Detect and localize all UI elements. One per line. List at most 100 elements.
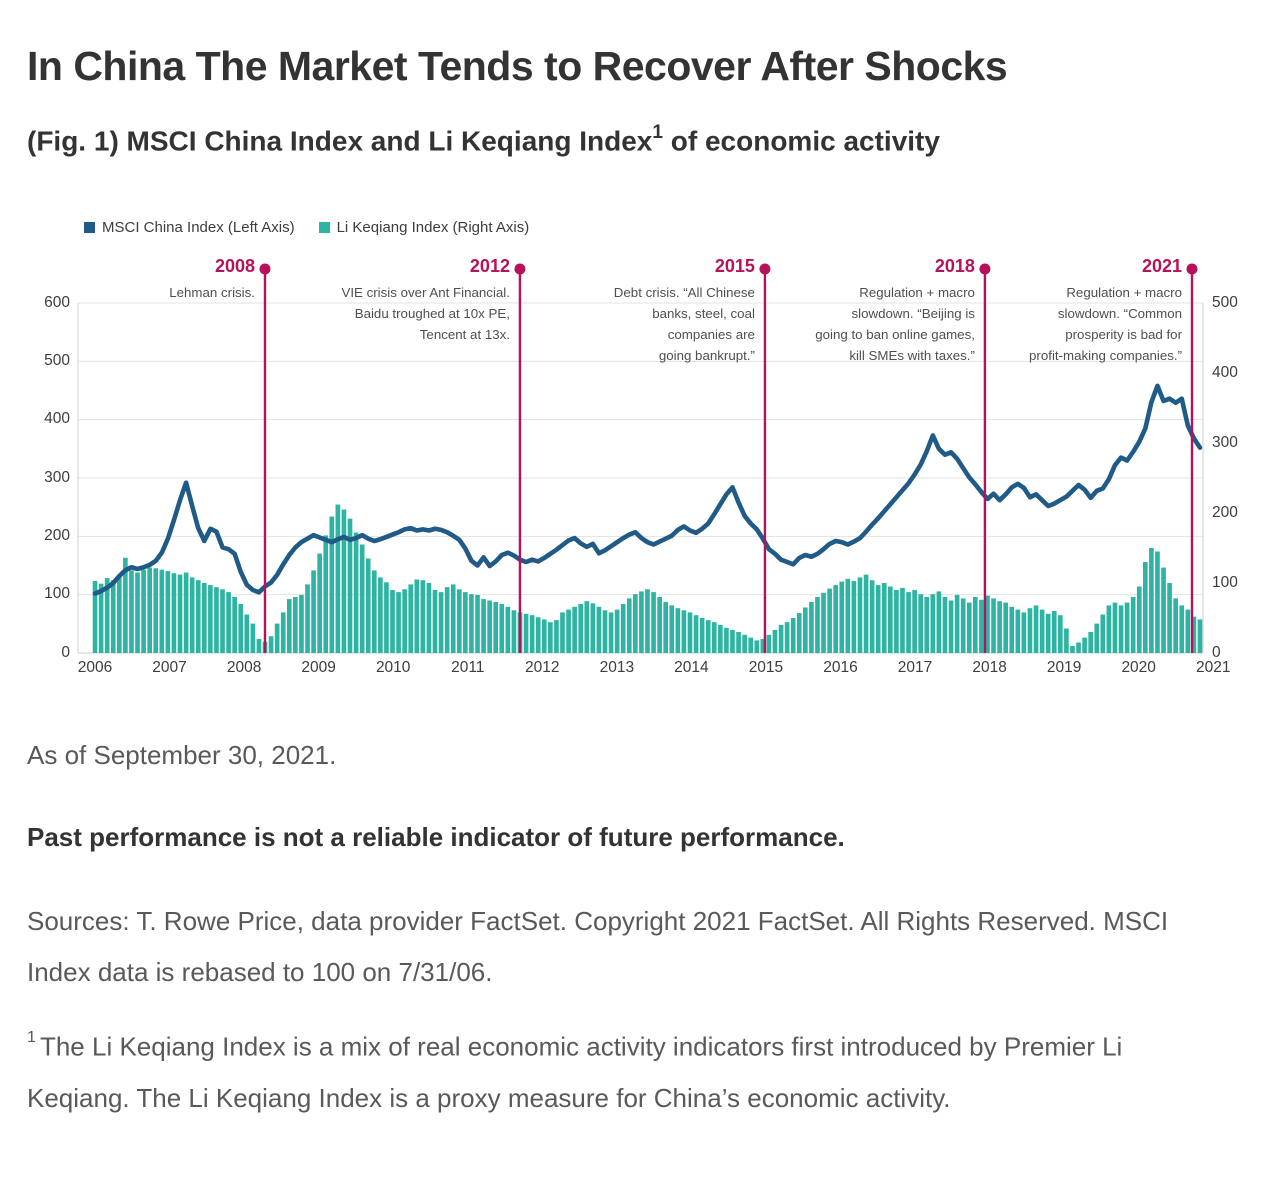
likeqiang-bar bbox=[256, 639, 262, 653]
likeqiang-bar bbox=[1173, 598, 1178, 653]
likeqiang-bar bbox=[414, 579, 420, 653]
likeqiang-bar bbox=[1106, 605, 1112, 653]
likeqiang-bar bbox=[1070, 646, 1075, 653]
likeqiang-bar bbox=[1136, 586, 1142, 653]
likeqiang-bar bbox=[778, 625, 784, 653]
x-axis-tick-2018: 2018 bbox=[972, 659, 1007, 676]
likeqiang-legend-swatch-icon bbox=[318, 222, 330, 233]
right-axis-tick-300: 300 bbox=[1212, 433, 1238, 451]
likeqiang-bar bbox=[317, 553, 322, 653]
event-text-2012: VIE crisis over Ant Financial. Baidu trou… bbox=[341, 285, 510, 342]
x-axis-tick-2012: 2012 bbox=[525, 659, 560, 676]
likeqiang-bar bbox=[572, 606, 577, 653]
likeqiang-bar bbox=[888, 586, 893, 653]
likeqiang-bar bbox=[742, 634, 747, 653]
likeqiang-bar bbox=[1088, 632, 1093, 653]
likeqiang-bar bbox=[286, 599, 292, 653]
likeqiang-bar bbox=[299, 594, 304, 653]
likeqiang-bar bbox=[274, 623, 280, 653]
event-text-2015: Debt crisis. “All Chinese banks, steel, c… bbox=[613, 285, 755, 363]
likeqiang-bar bbox=[578, 604, 584, 653]
event-dot-2018 bbox=[979, 263, 991, 275]
likeqiang-bar bbox=[1185, 609, 1191, 653]
likeqiang-bar bbox=[669, 605, 675, 653]
likeqiang-bar bbox=[960, 598, 966, 653]
likeqiang-bar bbox=[523, 613, 529, 653]
likeqiang-bar bbox=[1094, 623, 1100, 653]
likeqiang-bar bbox=[942, 597, 948, 653]
likeqiang-bar bbox=[736, 632, 741, 653]
footnote-text: The Li Keqiang Index is a mix of real ec… bbox=[27, 1031, 1123, 1113]
likeqiang-bar bbox=[463, 592, 468, 653]
likeqiang-bar bbox=[250, 623, 256, 653]
likeqiang-bar bbox=[918, 594, 924, 653]
likeqiang-bar bbox=[220, 589, 225, 653]
likeqiang-bar bbox=[135, 572, 140, 653]
likeqiang-bar bbox=[1161, 567, 1166, 653]
likeqiang-bar bbox=[129, 570, 134, 653]
event-dot-2021 bbox=[1186, 263, 1198, 275]
likeqiang-bar bbox=[98, 583, 104, 653]
likeqiang-bar bbox=[596, 606, 602, 653]
likeqiang-bar bbox=[238, 604, 244, 653]
likeqiang-bar bbox=[426, 583, 432, 653]
right-axis-tick-200: 200 bbox=[1212, 503, 1238, 521]
x-axis-tick-2015: 2015 bbox=[748, 659, 784, 676]
likeqiang-bar bbox=[420, 580, 426, 653]
past-performance-disclaimer: Past performance is not a reliable indic… bbox=[27, 822, 845, 852]
figure-subtitle-suffix: of economic activity bbox=[662, 125, 940, 157]
likeqiang-bar bbox=[244, 614, 250, 653]
likeqiang-bar bbox=[766, 634, 772, 653]
likeqiang-bar bbox=[195, 580, 201, 653]
x-axis-tick-2009: 2009 bbox=[301, 659, 336, 676]
likeqiang-bar bbox=[208, 585, 213, 653]
likeqiang-bar bbox=[341, 509, 347, 653]
likeqiang-bar bbox=[165, 571, 171, 653]
figure-subtitle: (Fig. 1) MSCI China Index and Li Keqiang… bbox=[27, 122, 940, 157]
likeqiang-bar bbox=[189, 577, 195, 653]
event-year-2015: 2015 bbox=[714, 256, 755, 276]
likeqiang-bar bbox=[554, 620, 559, 653]
likeqiang-bar bbox=[123, 557, 128, 653]
combo-chart bbox=[77, 263, 1204, 654]
likeqiang-bar bbox=[1033, 605, 1039, 653]
figure-footnote-marker: 1 bbox=[652, 122, 663, 143]
likeqiang-bar bbox=[973, 597, 978, 653]
likeqiang-bar bbox=[104, 578, 110, 653]
left-axis-tick-200: 200 bbox=[44, 526, 70, 544]
likeqiang-bar bbox=[760, 639, 766, 653]
likeqiang-bar bbox=[839, 581, 845, 653]
likeqiang-bar bbox=[875, 585, 881, 653]
event-dot-2008 bbox=[259, 263, 271, 275]
likeqiang-bar bbox=[894, 590, 899, 653]
likeqiang-bar bbox=[857, 577, 863, 653]
likeqiang-bar bbox=[821, 592, 826, 653]
likeqiang-bar bbox=[153, 568, 159, 653]
likeqiang-bar bbox=[1064, 628, 1069, 653]
likeqiang-bar bbox=[997, 601, 1002, 653]
likeqiang-bar bbox=[450, 584, 456, 653]
right-axis-tick-400: 400 bbox=[1212, 363, 1238, 381]
likeqiang-bar bbox=[1167, 583, 1172, 653]
likeqiang-bar bbox=[226, 592, 231, 653]
likeqiang-bar bbox=[116, 576, 122, 653]
likeqiang-bar bbox=[481, 599, 486, 653]
x-axis-tick-2014: 2014 bbox=[674, 659, 709, 676]
likeqiang-bar bbox=[365, 558, 371, 653]
likeqiang-bar bbox=[626, 598, 632, 653]
likeqiang-bar bbox=[936, 591, 942, 653]
likeqiang-bar bbox=[371, 570, 377, 653]
likeqiang-bar bbox=[845, 578, 851, 653]
likeqiang-bar bbox=[790, 618, 796, 653]
likeqiang-bar bbox=[1112, 602, 1118, 653]
likeqiang-bar bbox=[408, 584, 414, 653]
likeqiang-bar bbox=[1118, 605, 1124, 653]
likeqiang-bar bbox=[1009, 606, 1015, 653]
likeqiang-bar bbox=[141, 569, 146, 653]
likeqiang-bar bbox=[329, 516, 335, 653]
left-axis-tick-100: 100 bbox=[44, 585, 70, 603]
event-dot-2012 bbox=[514, 263, 526, 275]
likeqiang-bar bbox=[693, 615, 699, 653]
likeqiang-bar bbox=[438, 592, 444, 653]
likeqiang-bar bbox=[754, 640, 760, 653]
